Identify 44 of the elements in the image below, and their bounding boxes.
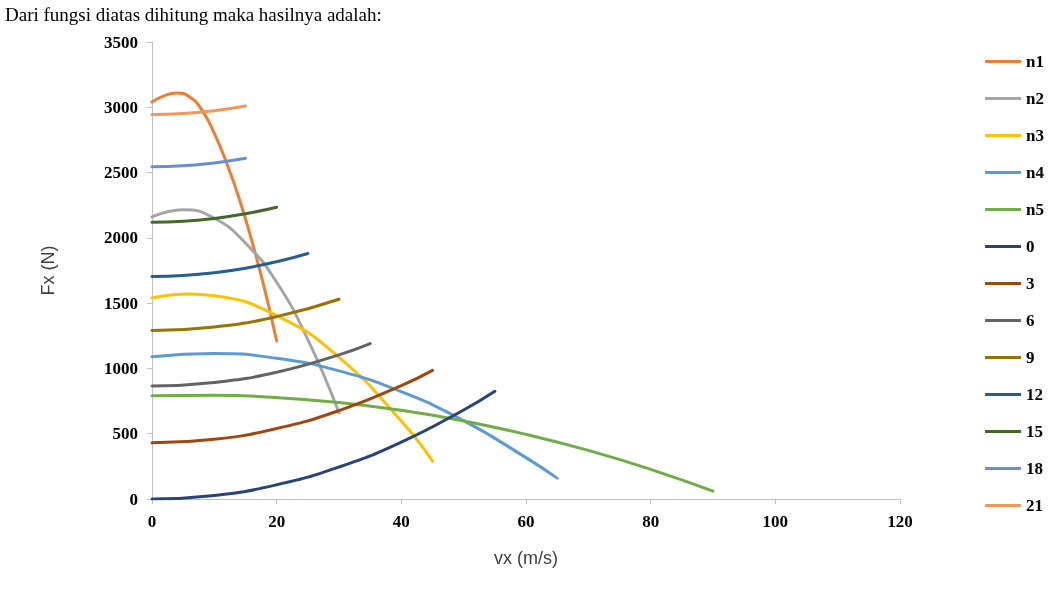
legend-label: 21 xyxy=(1026,496,1044,515)
y-tick-label: 3000 xyxy=(104,97,138,117)
y-tick-label: 0 xyxy=(129,489,138,509)
line-series xyxy=(150,368,434,445)
line-series xyxy=(150,342,372,388)
y-tick-label: 500 xyxy=(112,424,138,444)
y-tick-label: 2500 xyxy=(104,163,138,183)
x-axis-title: vx (m/s) xyxy=(494,548,558,568)
legend-label: n4 xyxy=(1026,163,1045,182)
line-series xyxy=(150,292,434,463)
line-series xyxy=(150,351,559,480)
legend-label: 3 xyxy=(1026,274,1035,293)
x-tick-label: 80 xyxy=(642,512,660,531)
legend-label: n5 xyxy=(1026,200,1045,219)
legend-label: n1 xyxy=(1026,52,1045,71)
x-tick-label: 100 xyxy=(762,512,789,531)
legend-label: 12 xyxy=(1026,385,1044,404)
chart-title: Dari fungsi diatas dihitung maka hasilnya adalah: xyxy=(5,4,382,25)
line-series xyxy=(150,389,497,501)
legend-label: 0 xyxy=(1026,237,1035,256)
x-tick-label: 60 xyxy=(517,512,535,531)
line-series xyxy=(150,91,279,343)
y-axis-title: Fx (N) xyxy=(38,245,58,296)
x-tick-label: 40 xyxy=(392,512,410,531)
line-series xyxy=(150,297,341,333)
line-series xyxy=(150,156,247,169)
legend-label: 18 xyxy=(1026,459,1044,478)
line-series xyxy=(150,205,279,224)
y-tick-label: 1000 xyxy=(104,358,138,378)
legend-label: n2 xyxy=(1026,89,1045,108)
y-tick-label: 3500 xyxy=(104,32,138,52)
line-series xyxy=(150,252,310,278)
legend-label: 15 xyxy=(1026,422,1044,441)
line-series xyxy=(150,393,715,493)
x-tick-label: 20 xyxy=(268,512,286,531)
legend-label: 6 xyxy=(1026,311,1035,330)
y-tick-label: 2000 xyxy=(104,228,138,248)
line-series xyxy=(150,104,247,116)
legend-label: n3 xyxy=(1026,126,1045,145)
legend-label: 9 xyxy=(1026,348,1035,367)
y-tick-label: 1500 xyxy=(104,293,138,313)
x-tick-label: 0 xyxy=(147,512,157,531)
line-series xyxy=(150,208,341,415)
x-tick-label: 120 xyxy=(887,512,913,531)
